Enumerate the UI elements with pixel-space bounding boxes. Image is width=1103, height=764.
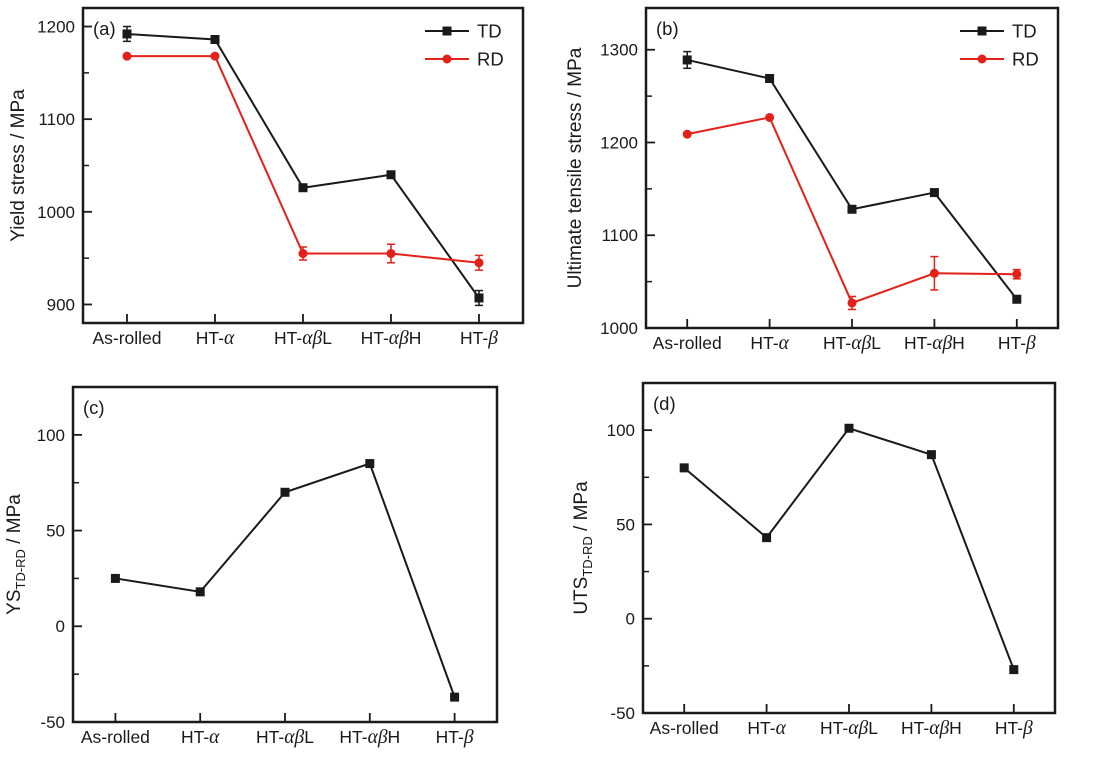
svg-text:HT-αβL: HT-αβL: [274, 328, 332, 349]
svg-text:1200: 1200: [37, 17, 75, 36]
svg-text:1100: 1100: [601, 226, 638, 245]
svg-text:1200: 1200: [600, 133, 638, 152]
svg-text:(d): (d): [653, 393, 676, 414]
panel-c-ys-difference: -50 0 50 100 As-rolled HT-α HT-αβL HT-αβH HT-β YS…: [0, 365, 551, 759]
svg-text:Yield stress / MPa: Yield stress / MPa: [8, 89, 29, 242]
svg-text:HT-αβL: HT-αβL: [820, 718, 878, 739]
panel-d-uts-difference: -50 0 50 100 As-rolled HT-α HT-αβL HT-αβH HT-β UT…: [551, 365, 1103, 759]
svg-text:HT-α: HT-α: [196, 328, 235, 349]
panel-b-ultimate-tensile-stress: 1000 1100 1200 1300 As-rolled HT-α HT-αβL HT-αβ…: [551, 0, 1103, 365]
panel-b-chart: 1000 1100 1200 1300 As-rolled HT-α HT-αβL HT-αβ…: [565, 6, 1060, 354]
svg-text:RD: RD: [1012, 48, 1039, 69]
svg-text:HT-α: HT-α: [750, 333, 789, 354]
panel-a-yield-stress: 900 1000 1100 1200 As-rolled HT-α HT-αβL HT-αβH…: [0, 0, 551, 365]
svg-text:TD: TD: [1012, 20, 1037, 41]
svg-text:100: 100: [607, 421, 635, 440]
svg-text:As-rolled: As-rolled: [81, 727, 150, 747]
svg-text:(c): (c): [83, 397, 105, 418]
svg-text:-50: -50: [40, 713, 65, 732]
svg-text:900: 900: [47, 295, 75, 314]
svg-text:(a): (a): [93, 18, 116, 39]
svg-text:HT-β: HT-β: [998, 333, 1036, 354]
svg-text:UTSTD-RD / MPa: UTSTD-RD / MPa: [571, 481, 595, 615]
svg-text:As-rolled: As-rolled: [92, 328, 161, 348]
svg-text:50: 50: [46, 522, 65, 541]
svg-text:HT-αβL: HT-αβL: [823, 333, 881, 354]
svg-text:1300: 1300: [600, 41, 638, 60]
svg-text:0: 0: [56, 617, 65, 636]
panel-a-chart: 900 1000 1100 1200 As-rolled HT-α HT-αβL HT-αβH…: [8, 6, 525, 349]
panel-d-chart: -50 0 50 100 As-rolled HT-α HT-αβL HT-αβH HT-β UT…: [571, 381, 1057, 739]
panel-c-chart: -50 0 50 100 As-rolled HT-α HT-αβL HT-αβH HT-β YS…: [4, 385, 499, 748]
svg-text:HT-αβH: HT-αβH: [901, 718, 962, 739]
svg-text:50: 50: [616, 515, 635, 534]
svg-text:As-rolled: As-rolled: [650, 718, 719, 738]
svg-text:1000: 1000: [600, 319, 638, 338]
svg-text:HT-α: HT-α: [747, 718, 786, 739]
svg-text:-50: -50: [610, 704, 635, 723]
svg-text:HT-α: HT-α: [181, 727, 220, 748]
svg-text:HT-αβH: HT-αβH: [339, 727, 400, 748]
svg-text:YSTD-RD / MPa: YSTD-RD / MPa: [4, 494, 28, 615]
svg-text:0: 0: [626, 610, 635, 629]
svg-text:As-rolled: As-rolled: [653, 333, 722, 353]
svg-text:HT-β: HT-β: [460, 328, 498, 349]
svg-text:(b): (b): [656, 18, 679, 39]
svg-text:RD: RD: [477, 48, 504, 69]
svg-text:HT-β: HT-β: [995, 718, 1033, 739]
svg-text:1100: 1100: [38, 110, 75, 129]
svg-text:HT-αβH: HT-αβH: [361, 328, 422, 349]
svg-text:HT-αβL: HT-αβL: [256, 727, 314, 748]
svg-text:TD: TD: [477, 20, 502, 41]
svg-text:HT-β: HT-β: [436, 727, 474, 748]
svg-text:Ultimate tensile stress / MPa: Ultimate tensile stress / MPa: [565, 47, 586, 288]
svg-text:HT-αβH: HT-αβH: [904, 333, 965, 354]
svg-text:1000: 1000: [37, 203, 75, 222]
svg-text:100: 100: [37, 426, 65, 445]
